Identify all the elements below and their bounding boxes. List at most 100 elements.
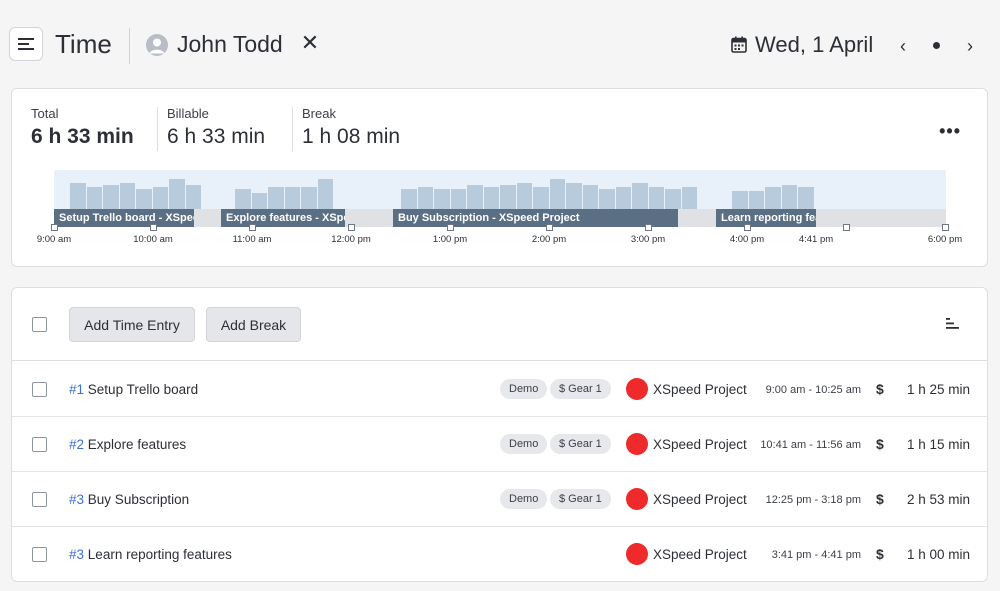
more-options-button[interactable]: ••• bbox=[939, 121, 961, 141]
project-name[interactable]: XSpeed Project bbox=[653, 437, 747, 452]
timeline-tick bbox=[644, 224, 652, 231]
time-entry-row[interactable]: #2 Explore features Demo $ Gear 1 XSpeed Pr… bbox=[12, 417, 987, 472]
activity-bar bbox=[732, 191, 748, 209]
activity-bar bbox=[467, 185, 483, 209]
activity-bar bbox=[268, 187, 284, 209]
activity-bar bbox=[765, 187, 781, 209]
entry-tag[interactable]: $ Gear 1 bbox=[550, 489, 611, 509]
billable-dollar-icon[interactable]: $ bbox=[876, 381, 884, 397]
timeline-tick-label: 9:00 am bbox=[36, 234, 72, 245]
entry-tag[interactable]: $ Gear 1 bbox=[550, 379, 611, 399]
activity-bar bbox=[235, 189, 251, 209]
entry-title-text: Setup Trello board bbox=[87, 382, 199, 397]
today-button[interactable] bbox=[933, 42, 940, 49]
entry-duration[interactable]: 1 h 25 min bbox=[906, 382, 970, 397]
entry-title-text: Learn reporting features bbox=[87, 547, 232, 562]
entry-time-range[interactable]: 12:25 pm - 3:18 pm bbox=[765, 494, 861, 506]
timeline-tick bbox=[545, 224, 553, 231]
timeline-tick bbox=[743, 224, 751, 231]
timeline-segment[interactable]: Learn reporting features - XSpeed Projec… bbox=[716, 209, 816, 227]
project-name[interactable]: XSpeed Project bbox=[653, 492, 747, 507]
timeline-tick bbox=[347, 224, 355, 231]
activity-bar bbox=[533, 187, 549, 209]
activity-bar bbox=[417, 187, 433, 209]
billable-dollar-icon[interactable]: $ bbox=[876, 436, 884, 452]
project-color-dot bbox=[626, 378, 648, 400]
page-header: Time John Todd ✕ Wed, 1 April ‹ › bbox=[0, 0, 1000, 88]
timeline-segment[interactable]: Setup Trello board - XSpeed Project bbox=[54, 209, 194, 227]
previous-day-button[interactable]: ‹ bbox=[900, 36, 906, 56]
activity-bar bbox=[483, 187, 499, 209]
timeline-tick bbox=[149, 224, 157, 231]
billable-dollar-icon[interactable]: $ bbox=[876, 546, 884, 562]
entry-checkbox[interactable] bbox=[32, 547, 47, 562]
entries-toolbar: Add Time Entry Add Break bbox=[12, 288, 987, 361]
entry-number[interactable]: #3 bbox=[69, 547, 85, 562]
billable-stat: Billable 6 h 33 min bbox=[167, 106, 265, 149]
time-entry-row[interactable]: #3 Learn reporting features XSpeed Projec… bbox=[12, 527, 987, 581]
activity-bar bbox=[434, 189, 450, 209]
timeline-tick bbox=[842, 224, 850, 231]
next-day-button[interactable]: › bbox=[967, 36, 973, 56]
sort-icon[interactable] bbox=[946, 318, 959, 329]
close-user-button[interactable]: ✕ bbox=[300, 30, 320, 55]
entry-duration[interactable]: 2 h 53 min bbox=[906, 492, 970, 507]
entry-number[interactable]: #1 bbox=[69, 382, 85, 397]
entry-time-range[interactable]: 3:41 pm - 4:41 pm bbox=[771, 549, 861, 561]
project-name[interactable]: XSpeed Project bbox=[653, 547, 747, 562]
entry-checkbox[interactable] bbox=[32, 492, 47, 507]
entry-number[interactable]: #2 bbox=[69, 437, 85, 452]
activity-bar bbox=[301, 187, 317, 209]
billable-dollar-icon[interactable]: $ bbox=[876, 491, 884, 507]
project-name[interactable]: XSpeed Project bbox=[653, 382, 747, 397]
calendar-icon[interactable] bbox=[731, 36, 747, 53]
timeline-tick bbox=[941, 224, 949, 231]
entry-tag[interactable]: Demo bbox=[500, 379, 548, 399]
entry-tag[interactable]: Demo bbox=[500, 434, 548, 454]
entry-number[interactable]: #3 bbox=[69, 492, 85, 507]
time-entry-row[interactable]: #1 Setup Trello board Demo $ Gear 1 XSpeed … bbox=[12, 362, 987, 417]
timeline-tick-label: 1:00 pm bbox=[432, 234, 468, 245]
add-time-entry-button[interactable]: Add Time Entry bbox=[69, 307, 195, 342]
timeline-tick-label: 2:00 pm bbox=[531, 234, 567, 245]
billable-label: Billable bbox=[167, 106, 209, 121]
total-label: Total bbox=[31, 106, 59, 121]
entry-checkbox[interactable] bbox=[32, 382, 47, 397]
current-date[interactable]: Wed, 1 April bbox=[755, 32, 874, 57]
timeline-tick-label: 12:00 pm bbox=[331, 234, 371, 245]
entry-tag[interactable]: Demo bbox=[500, 489, 548, 509]
add-break-button[interactable]: Add Break bbox=[206, 307, 301, 342]
timeline-tick bbox=[50, 224, 58, 231]
timeline-tick bbox=[446, 224, 454, 231]
time-entry-row[interactable]: #3 Buy Subscription Demo $ Gear 1 XSpeed Pr… bbox=[12, 472, 987, 527]
entry-duration[interactable]: 1 h 15 min bbox=[906, 437, 970, 452]
page-title: Time bbox=[55, 29, 112, 59]
select-all-checkbox[interactable] bbox=[32, 317, 47, 332]
entry-title[interactable]: #3 Learn reporting features bbox=[69, 547, 232, 562]
timeline-segment[interactable]: Buy Subscription - XSpeed Project bbox=[393, 209, 678, 227]
entry-title[interactable]: #1 Setup Trello board bbox=[69, 382, 198, 397]
user-name: John Todd bbox=[177, 31, 283, 57]
timeline-segment[interactable]: Explore features - XSpeed Project bbox=[221, 209, 345, 227]
entry-title[interactable]: #3 Buy Subscription bbox=[69, 492, 189, 507]
timeline-tick-label: 10:00 am bbox=[133, 234, 173, 245]
entry-tag[interactable]: $ Gear 1 bbox=[550, 434, 611, 454]
activity-bar bbox=[582, 185, 598, 209]
break-stat: Break 1 h 08 min bbox=[302, 106, 400, 149]
activity-bar bbox=[185, 185, 201, 209]
timeline-tick bbox=[248, 224, 256, 231]
user-avatar-icon bbox=[146, 34, 168, 56]
activity-bar bbox=[152, 187, 168, 209]
stat-divider bbox=[292, 107, 293, 151]
activity-bar bbox=[500, 185, 516, 209]
entry-title[interactable]: #2 Explore features bbox=[69, 437, 186, 452]
entry-checkbox[interactable] bbox=[32, 437, 47, 452]
entry-time-range[interactable]: 9:00 am - 10:25 am bbox=[765, 384, 861, 396]
entry-duration[interactable]: 1 h 00 min bbox=[906, 547, 970, 562]
entry-title-text: Explore features bbox=[87, 437, 187, 452]
activity-bar bbox=[798, 187, 814, 209]
stat-divider bbox=[157, 107, 158, 151]
header-divider bbox=[129, 28, 130, 64]
menu-toggle-button[interactable] bbox=[9, 27, 43, 61]
entry-time-range[interactable]: 10:41 am - 11:56 am bbox=[760, 439, 861, 451]
